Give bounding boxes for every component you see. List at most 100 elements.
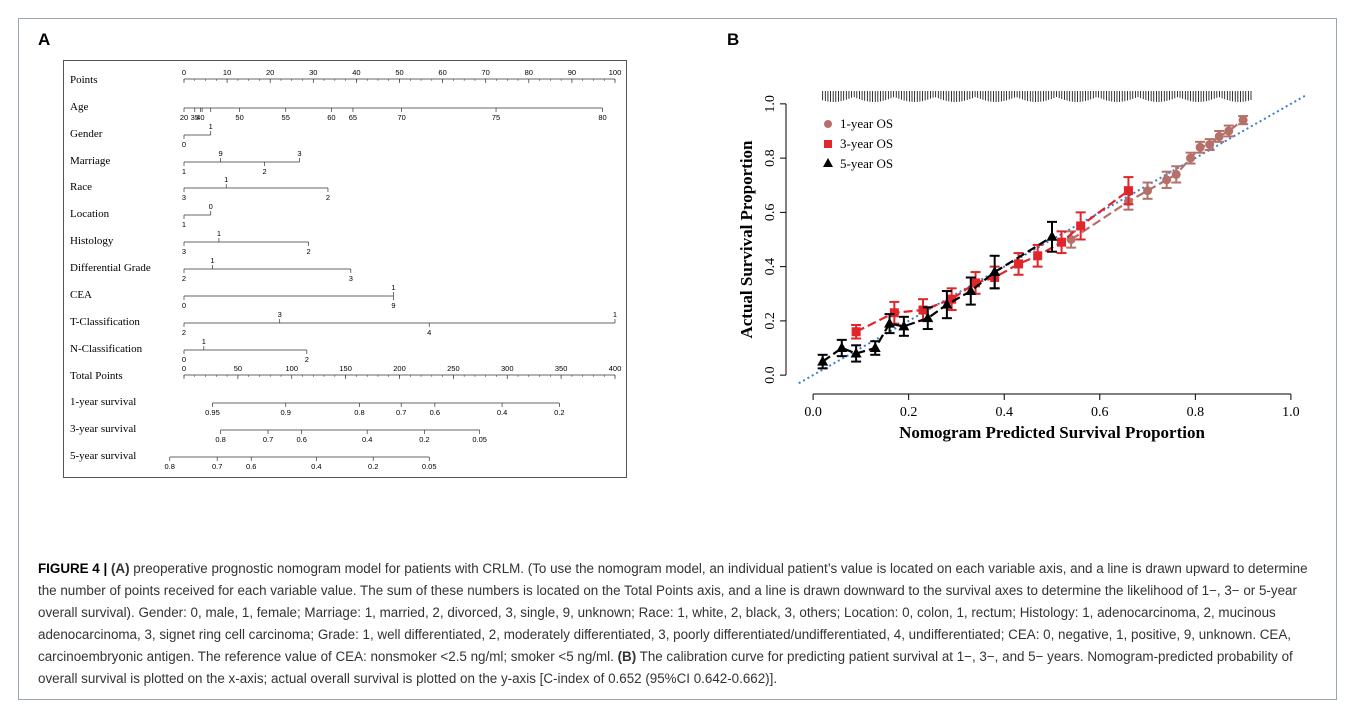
nomogram-tick-label: 0.8 [165,462,175,471]
data-point [1195,142,1205,152]
nomogram-tick-label: 55 [282,113,290,122]
nomogram-tick-label: 65 [349,113,357,122]
data-point [884,317,896,328]
nomogram-tick-label: 0 [182,364,186,373]
nomogram-tick-label: 60 [327,113,335,122]
nomogram-tick-label: 400 [609,364,622,373]
caption-a-label: (A) [110,561,130,576]
data-point [817,355,829,366]
nomogram-tick-label: 0.6 [296,435,306,444]
nomogram-tick-label: 2 [326,193,330,202]
nomogram-tick-label: 250 [447,364,460,373]
nomogram-tick-label: 300 [501,364,514,373]
nomogram-tick-label: 2 [305,355,309,364]
nomogram-tick-label: 0.4 [497,408,507,417]
nomogram-row: Histology 3 1 2 [70,229,311,256]
data-point [1171,169,1181,179]
data-point [1123,186,1133,196]
nomogram-tick-label: 1 [182,220,186,229]
nomogram-tick-label: 0 [209,202,213,211]
nomogram-tick-label: 0.2 [368,462,378,471]
y-tick-label: 0.6 [763,204,778,222]
data-point [851,327,861,337]
caption-b-text: The calibration curve for predicting pat… [38,649,1293,686]
nomogram-tick-label: 0.7 [212,462,222,471]
nomogram-tick-label: 1 [209,122,213,131]
nomogram-tick-label: 40 [196,113,204,122]
legend-label: 1-year OS [840,116,893,131]
nomogram-tick-label: 0.4 [362,435,372,444]
data-point [1046,230,1058,241]
nomogram-row-label: Differential Grade [70,262,151,274]
nomogram-row-label: T-Classification [70,316,140,328]
data-point [1033,251,1043,261]
nomogram-row-label: Points [70,74,98,86]
nomogram-row: Differential Grade 2 1 3 [70,256,353,283]
data-point [1205,140,1215,150]
nomogram-tick-label: 20 [266,68,274,77]
nomogram-row-label: Marriage [70,155,110,167]
data-point [836,342,848,353]
nomogram-tick-label: 0.05 [472,435,487,444]
nomogram-tick-label: 3 [182,193,186,202]
nomogram-row-label: Location [70,208,110,220]
x-tick-label: 1.0 [1282,405,1300,420]
y-tick-label: 0.2 [763,312,778,330]
nomogram-tick-label: 70 [397,113,405,122]
x-tick-label: 0.4 [995,405,1013,420]
nomogram-tick-label: 80 [598,113,606,122]
nomogram-tick-label: 0.4 [311,462,321,471]
nomogram-tick-label: 0.2 [554,408,564,417]
nomogram-tick-label: 0 [182,140,186,149]
nomogram-tick-label: 50 [235,113,243,122]
nomogram-tick-label: 1 [613,310,617,319]
panel-b-label: B [727,30,740,49]
nomogram-tick-label: 80 [525,68,533,77]
nomogram-row: Race 3 1 2 [70,175,330,202]
legend-marker [824,140,832,148]
nomogram-tick-label: 0 [182,68,186,77]
series-3 [817,220,1058,370]
nomogram-tick-label: 90 [568,68,576,77]
nomogram-tick-label: 9 [219,149,223,158]
nomogram-tick-label: 30 [309,68,317,77]
nomogram-tick-label: 3 [297,149,301,158]
figure-frame [18,18,1337,700]
nomogram-tick-label: 3 [278,310,282,319]
nomogram-tick-label: 0 [182,301,186,310]
nomogram-tick-label: 200 [393,364,406,373]
nomogram-row: Gender 0 1 [70,122,213,149]
nomogram-panel: Points 0 10 20 30 40 50 60 70 80 90 100 Age 20 35 40 50 5… [63,60,627,478]
data-point [971,278,981,288]
nomogram-tick-label: 350 [555,364,568,373]
figure-caption: FIGURE 4 | (A) preoperative prognostic n… [38,558,1323,690]
nomogram-row: 3-year survival 0.8 0.7 0.6 0.4 0.2 0.05 [70,423,487,444]
legend-marker [823,158,833,167]
series-line [822,235,1053,363]
x-tick-label: 0.6 [1091,405,1109,420]
nomogram-tick-label: 0.95 [205,408,220,417]
nomogram-tick-label: 0.8 [354,408,364,417]
nomogram-row: Marriage 1 9 2 3 [70,149,302,176]
data-point [941,298,953,309]
data-point [889,308,899,318]
nomogram-tick-label: 1 [217,229,221,238]
nomogram-row: N-Classification 0 1 2 [70,337,309,364]
nomogram-tick-label: 0.8 [215,435,225,444]
calibration-chart: 0.0 0.2 0.4 0.6 0.8 1.0 0.0 0.2 0.4 0.6 0.8 1.0 Nomo… [738,91,1306,442]
x-axis-title: Nomogram Predicted Survival Proportion [899,423,1205,442]
nomogram-row-label: 5-year survival [70,450,136,462]
data-point [1143,186,1153,196]
data-point [918,305,928,315]
nomogram-row-label: 1-year survival [70,396,136,408]
nomogram-tick-label: 10 [223,68,231,77]
data-point [1057,237,1067,247]
data-point [1214,131,1224,141]
nomogram-tick-label: 150 [339,364,352,373]
x-tick-label: 0.8 [1187,405,1205,420]
nomogram-tick-label: 40 [352,68,360,77]
data-point [850,347,862,358]
rug-marks [822,91,1252,102]
data-point [947,294,957,304]
